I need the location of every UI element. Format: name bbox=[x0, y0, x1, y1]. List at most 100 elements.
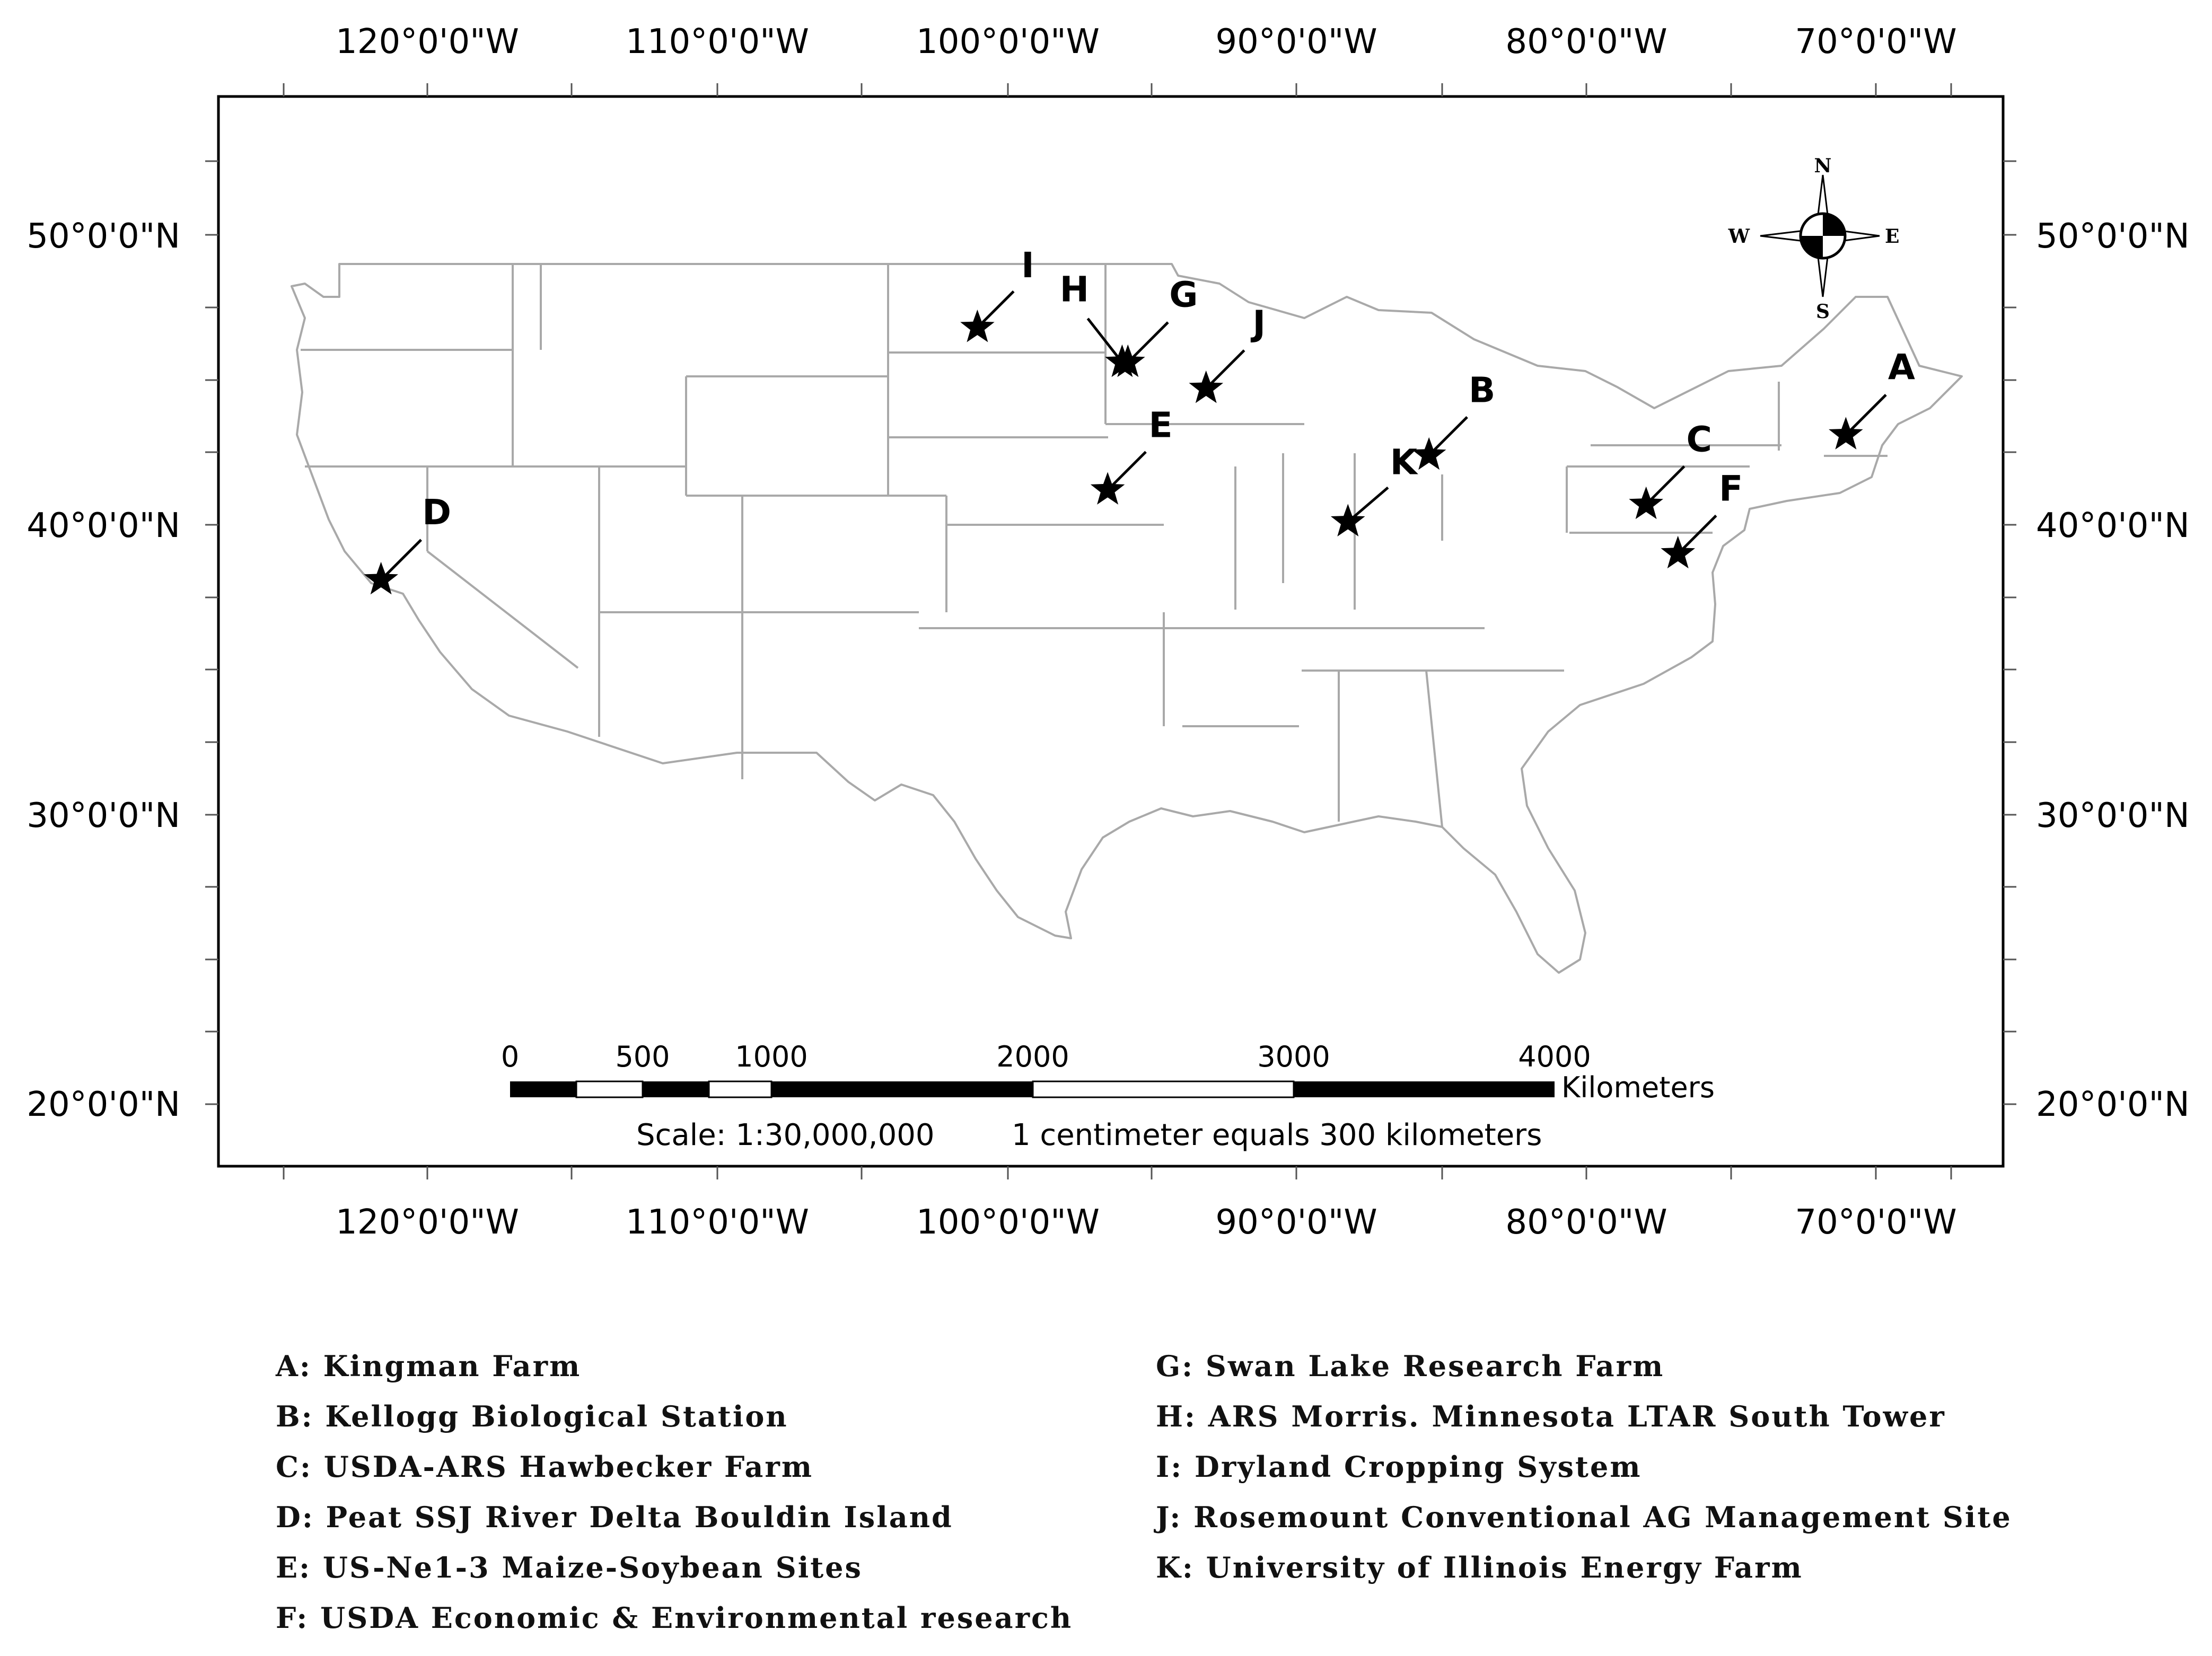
site-label: K bbox=[1390, 442, 1419, 483]
site-leader-line bbox=[1086, 318, 1123, 364]
site-leader-line bbox=[380, 539, 423, 581]
frame-ticks bbox=[205, 83, 2016, 1179]
site-marker-i: I bbox=[960, 245, 1034, 342]
legend-column-left: A: Kingman Farm B: Kellogg Biological St… bbox=[276, 1341, 1073, 1643]
site-leader-line bbox=[1428, 416, 1468, 456]
site-label: A bbox=[1888, 347, 1915, 387]
star-marker-icon bbox=[1330, 504, 1365, 536]
legend-item: F: USDA Economic & Environmental researc… bbox=[276, 1601, 1073, 1635]
lat-label-right: 40°0'0"N bbox=[2036, 506, 2190, 545]
lat-label-left: 20°0'0"N bbox=[27, 1085, 180, 1124]
map-frame bbox=[217, 95, 2005, 1168]
lon-label-top: 90°0'0"W bbox=[1215, 22, 1377, 61]
site-leader-line bbox=[1205, 349, 1245, 390]
scale-bar-segment bbox=[643, 1081, 709, 1097]
site-leader-line bbox=[976, 290, 1015, 329]
lat-label-right: 50°0'0"N bbox=[2036, 217, 2190, 256]
top-longitude-labels: 120°0'0"W 110°0'0"W 100°0'0"W 90°0'0"W 8… bbox=[336, 22, 1957, 61]
star-marker-icon bbox=[1829, 417, 1863, 450]
legend-item: I: Dryland Cropping System bbox=[1156, 1450, 1642, 1484]
lon-label-top: 120°0'0"W bbox=[336, 22, 519, 61]
compass-quadrant bbox=[1823, 214, 1845, 236]
site-leader-line bbox=[1127, 321, 1169, 364]
star-marker-icon bbox=[1105, 344, 1139, 377]
scale-bar-segment bbox=[708, 1080, 773, 1098]
compass-east-label: E bbox=[1885, 225, 1899, 248]
study-sites: A B C D E F G HI J K bbox=[364, 245, 1915, 595]
scale-ratio-text: Scale: 1:30,000,000 bbox=[636, 1118, 934, 1152]
scale-tick-label: 1000 bbox=[735, 1040, 807, 1073]
star-marker-icon bbox=[1629, 486, 1663, 519]
scale-tick-label: 0 bbox=[501, 1040, 519, 1073]
site-marker-f: F bbox=[1661, 469, 1743, 569]
legend-item: B: Kellogg Biological Station bbox=[276, 1399, 788, 1433]
legend-item: C: USDA-ARS Hawbecker Farm bbox=[276, 1450, 813, 1484]
star-marker-icon bbox=[1661, 535, 1696, 569]
lon-label-top: 110°0'0"W bbox=[626, 22, 809, 61]
lon-label-top: 80°0'0"W bbox=[1505, 22, 1667, 61]
legend-item: H: ARS Morris. Minnesota LTAR South Towe… bbox=[1156, 1399, 1946, 1433]
site-label: J bbox=[1250, 303, 1266, 344]
scale-bar-segment bbox=[1294, 1081, 1555, 1097]
site-label: B bbox=[1469, 370, 1495, 411]
us-outline bbox=[291, 263, 1963, 974]
lon-label-top: 70°0'0"W bbox=[1795, 22, 1956, 61]
legend-item: G: Swan Lake Research Farm bbox=[1156, 1349, 1665, 1383]
site-marker-a: A bbox=[1829, 347, 1915, 450]
lon-label-bottom: 80°0'0"W bbox=[1505, 1203, 1667, 1242]
legend-item: J: Rosemount Conventional AG Management … bbox=[1156, 1500, 2012, 1534]
site-leader-line bbox=[1645, 465, 1686, 506]
site-marker-k: K bbox=[1330, 442, 1419, 536]
site-label: H bbox=[1060, 269, 1089, 310]
lat-label-right: 20°0'0"N bbox=[2036, 1085, 2190, 1124]
lon-label-bottom: 100°0'0"W bbox=[916, 1203, 1100, 1242]
star-marker-icon bbox=[1189, 370, 1224, 403]
bottom-longitude-labels: 120°0'0"W 110°0'0"W 100°0'0"W 90°0'0"W 8… bbox=[336, 1203, 1957, 1242]
star-marker-icon bbox=[1090, 472, 1125, 505]
lat-label-left: 50°0'0"N bbox=[27, 217, 180, 256]
site-label: I bbox=[1021, 245, 1034, 286]
site-label: G bbox=[1169, 275, 1198, 315]
scale-tick-label: 500 bbox=[615, 1040, 670, 1073]
lat-label-right: 30°0'0"N bbox=[2036, 796, 2190, 835]
star-marker-icon bbox=[1411, 437, 1446, 470]
legend-item: E: US-Ne1-3 Maize-Soybean Sites bbox=[276, 1551, 863, 1584]
scale-bar-segment bbox=[1032, 1080, 1295, 1098]
state-border bbox=[1425, 670, 1443, 827]
site-leader-line bbox=[1107, 451, 1147, 491]
legend-item: K: University of Illinois Energy Farm bbox=[1156, 1551, 1803, 1584]
site-marker-e: E bbox=[1090, 404, 1173, 505]
scale-unit-label: Kilometers bbox=[1561, 1071, 1715, 1104]
site-marker-b: B bbox=[1411, 370, 1495, 470]
scale-tick-label: 3000 bbox=[1257, 1040, 1330, 1073]
compass-south-label: S bbox=[1816, 301, 1830, 323]
compass-quadrant bbox=[1801, 236, 1823, 258]
compass-west-label: W bbox=[1728, 225, 1750, 248]
site-leader-line bbox=[1676, 514, 1717, 555]
lon-label-bottom: 120°0'0"W bbox=[336, 1203, 519, 1242]
site-marker-d: D bbox=[364, 492, 451, 595]
state-border bbox=[426, 550, 579, 669]
lon-label-bottom: 110°0'0"W bbox=[626, 1203, 809, 1242]
star-marker-icon bbox=[960, 310, 995, 342]
right-latitude-labels: 50°0'0"N 40°0'0"N 30°0'0"N 20°0'0"N bbox=[2036, 217, 2190, 1124]
site-marker-c: C bbox=[1629, 419, 1712, 519]
site-marker-h: H bbox=[1060, 269, 1139, 377]
scale-equivalence-text: 1 centimeter equals 300 kilometers bbox=[1012, 1118, 1542, 1152]
scale-bar-segment bbox=[771, 1081, 1033, 1097]
site-leader-line bbox=[1845, 394, 1887, 436]
site-legend: A: Kingman Farm B: Kellogg Biological St… bbox=[276, 1341, 2025, 1638]
us-states-basemap bbox=[291, 263, 1963, 974]
lon-label-bottom: 90°0'0"W bbox=[1215, 1203, 1377, 1242]
site-label: C bbox=[1686, 419, 1711, 460]
site-label: E bbox=[1149, 404, 1173, 445]
scale-bar: 0 500 1000 2000 3000 4000 Kilometers Sca… bbox=[501, 1040, 1715, 1152]
left-latitude-labels: 50°0'0"N 40°0'0"N 30°0'0"N 20°0'0"N bbox=[27, 217, 180, 1124]
star-marker-icon bbox=[364, 561, 398, 595]
scale-tick-label: 4000 bbox=[1518, 1040, 1591, 1073]
legend-item: A: Kingman Farm bbox=[276, 1349, 582, 1383]
legend-item: D: Peat SSJ River Delta Bouldin Island bbox=[276, 1500, 953, 1534]
compass-rose: N S E W bbox=[1728, 155, 1900, 323]
